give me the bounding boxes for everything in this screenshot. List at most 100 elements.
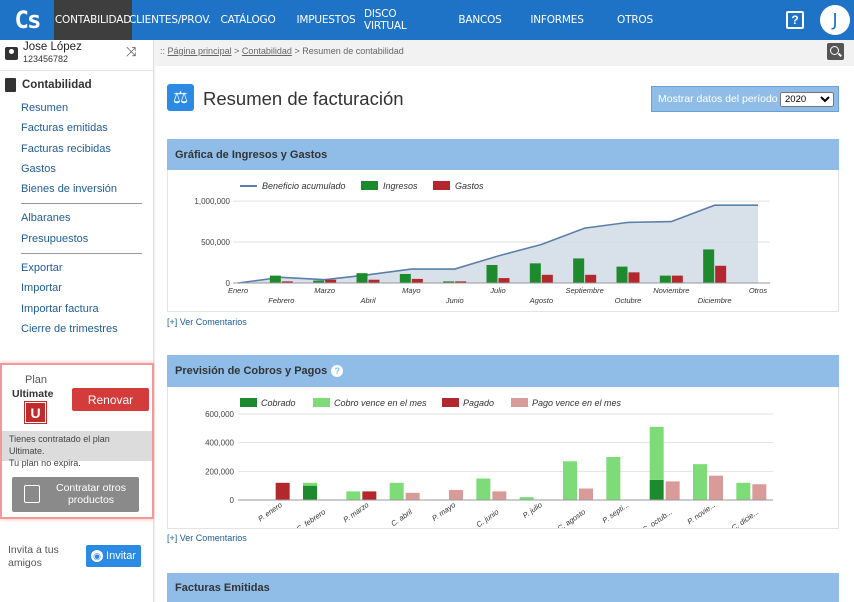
y-tick-label: 600,000 — [205, 410, 234, 419]
bar-ingresos — [443, 281, 455, 283]
bar-gastos — [498, 278, 510, 283]
comments-link[interactable]: [+] Ver Comentarios — [167, 317, 247, 327]
globe-icon: ◉ — [91, 550, 104, 562]
bar-cobro-vence — [519, 497, 534, 500]
breadcrumb-section[interactable]: Contabilidad — [241, 46, 292, 56]
plan-badge-icon: U — [24, 401, 47, 424]
legend-swatch — [361, 181, 378, 190]
x-tick-label: Noviembre — [653, 286, 689, 295]
document-icon — [5, 78, 16, 92]
bar-gastos — [671, 275, 683, 283]
bar-cobro-vence — [303, 482, 317, 486]
bar-cobrado — [649, 479, 664, 500]
bar-cobro-vence — [563, 461, 577, 500]
x-tick-label: C. abril — [389, 507, 414, 528]
search-icon[interactable] — [827, 43, 844, 60]
sidebar-item-albaranes[interactable]: Albaranes — [21, 212, 71, 224]
sidebar-item-cierre-trimestres[interactable]: Cierre de trimestres — [21, 323, 118, 335]
y-tick-label: 200,000 — [205, 467, 234, 476]
bar-pago-vence — [449, 489, 463, 500]
nav-bancos[interactable]: BANCOS — [458, 14, 502, 26]
x-tick-label: Febrero — [268, 296, 294, 305]
help-icon[interactable]: ? — [786, 11, 804, 29]
plan-info: Tienes contratado el plan Ultimate. Tu p… — [2, 431, 152, 468]
legend-label: Pago vence en el mes — [532, 398, 622, 408]
nav-contabilidad[interactable]: CONTABILIDAD — [54, 0, 132, 40]
y-tick-label: 0 — [226, 279, 231, 288]
sidebar-item-importar-factura[interactable]: Importar factura — [21, 303, 99, 315]
shopping-bag-icon — [24, 485, 40, 503]
renew-button[interactable]: Renovar — [72, 388, 149, 411]
bar-cobro-vence — [693, 464, 707, 500]
sidebar-item-facturas-recibidas[interactable]: Facturas recibidas — [21, 143, 111, 155]
x-tick-label: P. mayo — [430, 500, 457, 523]
bar-gastos — [455, 281, 467, 283]
bar-ingresos — [529, 263, 541, 283]
invite-text: Invita a tus amigos — [8, 544, 78, 570]
contract-products-button[interactable]: Contratar otros productos — [12, 477, 139, 512]
bar-cobro-vence — [346, 491, 361, 500]
breadcrumb-home[interactable]: Página principal — [167, 46, 232, 56]
sidebar-item-resumen[interactable]: Resumen — [21, 102, 69, 114]
app-logo[interactable]: Cs — [14, 6, 42, 34]
y-tick-label: 0 — [230, 496, 235, 505]
bar-pagado — [362, 491, 377, 500]
bar-cobro-vence — [606, 457, 621, 500]
legend-label: Ingresos — [383, 181, 418, 191]
x-tick-label: C. octub... — [641, 507, 674, 528]
sidebar-item-exportar[interactable]: Exportar — [21, 262, 63, 274]
legend-swatch — [511, 398, 528, 407]
nav-otros[interactable]: OTROS — [617, 14, 653, 26]
invite-button[interactable]: ◉ Invitar — [86, 545, 141, 567]
legend-swatch — [442, 398, 459, 407]
comments-link[interactable]: [+] Ver Comentarios — [167, 533, 247, 543]
invite-line: Invita a tus — [8, 544, 59, 556]
chart-title: Gráfica de Ingresos y Gastos — [175, 148, 328, 161]
page-title: Resumen de facturación — [203, 88, 404, 109]
help-icon[interactable]: ? — [331, 365, 344, 377]
x-tick-label: Julio — [489, 286, 505, 295]
top-navigation-bar: Cs CONTABILIDAD CLIENTES/PROV. CATÁLOGO … — [0, 0, 854, 40]
period-select[interactable]: 2020 — [780, 92, 834, 107]
user-name: Jose López — [23, 41, 82, 53]
nav-informes[interactable]: INFORMES — [530, 14, 584, 26]
x-tick-label: Junio — [445, 296, 464, 305]
bar-pago-vence — [752, 484, 767, 500]
invite-button-label: Invitar — [106, 550, 136, 562]
bar-cobrado — [303, 485, 317, 500]
nav-impuestos[interactable]: IMPUESTOS — [296, 14, 356, 26]
sidebar-item-gastos[interactable]: Gastos — [21, 163, 56, 175]
x-tick-label: Marzo — [314, 286, 335, 295]
legend-label: Beneficio acumulado — [262, 181, 346, 191]
legend-label: Cobro vence en el mes — [334, 398, 427, 408]
x-tick-label: C. junio — [474, 507, 500, 528]
sidebar-divider — [21, 203, 142, 204]
breadcrumb-sep: > — [294, 46, 300, 56]
invite-line: amigos — [8, 557, 42, 569]
nav-catalogo[interactable]: CATÁLOGO — [220, 14, 276, 26]
x-tick-label: Otros — [749, 286, 768, 295]
chart-title: Previsión de Cobros y Pagos — [175, 365, 328, 377]
bar-ingresos — [703, 249, 715, 283]
sidebar-item-bienes-inversion[interactable]: Bienes de inversión — [21, 183, 118, 195]
bar-pago-vence — [709, 475, 723, 500]
sidebar-item-presupuestos[interactable]: Presupuestos — [21, 233, 89, 245]
bar-ingresos — [486, 264, 498, 283]
legend-label: Gastos — [455, 181, 484, 191]
bar-cobro-vence — [476, 478, 491, 500]
contract-products-label: Contratar otros productos — [48, 482, 134, 506]
nav-disco-virtual[interactable]: DISCO VIRTUAL — [364, 8, 407, 32]
y-tick-label: 500,000 — [201, 238, 230, 247]
breadcrumb-sep: > — [234, 46, 240, 56]
nav-clientes-prov[interactable]: CLIENTES/PROV. — [128, 14, 212, 26]
sidebar-item-facturas-emitidas[interactable]: Facturas emitidas — [21, 122, 108, 134]
avatar[interactable]: J — [820, 5, 850, 35]
sidebar-item-importar[interactable]: Importar — [21, 282, 62, 294]
breadcrumb-current: Resumen de contabilidad — [302, 46, 404, 56]
sidebar-divider — [0, 70, 154, 71]
switch-user-icon[interactable]: ⤨ — [126, 44, 137, 59]
contract-line: Contratar otros — [55, 482, 127, 494]
x-tick-label: Octubre — [615, 296, 642, 305]
forecast-panel-header: Previsión de Cobros y Pagos ? — [167, 355, 839, 387]
